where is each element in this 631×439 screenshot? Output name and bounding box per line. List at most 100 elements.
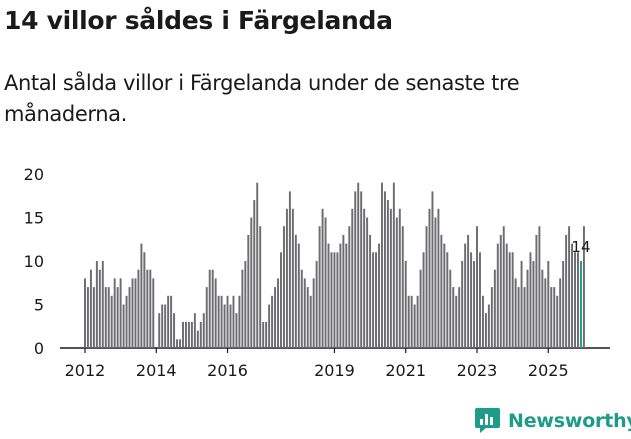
bar [366, 217, 369, 348]
bar [184, 321, 187, 348]
bar [134, 278, 137, 348]
y-tick-label: 10 [24, 252, 44, 271]
bar [259, 226, 262, 348]
bar [458, 287, 461, 348]
bar [484, 313, 487, 348]
bar [571, 243, 574, 348]
bar [330, 252, 333, 348]
annotations: 14 [571, 238, 590, 256]
x-tick-label: 2021 [385, 361, 426, 380]
bar [306, 287, 309, 348]
bar [404, 261, 407, 348]
bar [419, 269, 422, 348]
bar [357, 182, 360, 348]
bar [538, 226, 541, 348]
bar [285, 208, 288, 348]
bar [92, 287, 95, 348]
bar [354, 191, 357, 348]
bar [208, 269, 211, 348]
x-tick-label: 2014 [136, 361, 177, 380]
bar [211, 269, 214, 348]
bar [363, 208, 366, 348]
bar [253, 200, 256, 348]
bar [553, 287, 556, 348]
bar [407, 295, 410, 348]
bar [514, 278, 517, 348]
bar [122, 304, 125, 348]
bar [446, 252, 449, 348]
bar [226, 295, 229, 348]
bar [562, 261, 565, 348]
bar [348, 226, 351, 348]
bar [101, 261, 104, 348]
bar [473, 261, 476, 348]
bar [235, 313, 238, 348]
bar [205, 287, 208, 348]
bar [119, 278, 122, 348]
bar [559, 278, 562, 348]
bar [386, 200, 389, 348]
bar [550, 287, 553, 348]
bar [461, 261, 464, 348]
bar [238, 295, 241, 348]
bar [143, 252, 146, 348]
bar [493, 269, 496, 348]
bar [271, 295, 274, 348]
bar [282, 226, 285, 348]
y-tick-label: 5 [34, 296, 44, 315]
chart-subtitle: Antal sålda villor i Färgelanda under de… [4, 71, 520, 126]
bar [517, 287, 520, 348]
bar [574, 252, 576, 348]
bar [381, 182, 383, 348]
chart-title: 14 villor såldes i Färgelanda [4, 6, 393, 35]
bar [481, 295, 484, 348]
bar [214, 278, 217, 348]
bar [303, 278, 306, 348]
bar [511, 252, 514, 348]
x-tick-label: 2019 [314, 361, 355, 380]
bar [452, 287, 455, 348]
bar [490, 287, 493, 348]
bar [182, 321, 184, 348]
bar [98, 269, 101, 348]
bar [274, 287, 277, 348]
bar [455, 295, 458, 348]
bar [318, 226, 321, 348]
bar [202, 313, 205, 348]
bar [568, 226, 571, 348]
x-tick-label: 2016 [207, 361, 248, 380]
bar [170, 295, 173, 348]
bar [395, 217, 398, 348]
newsworthy-logo-icon [475, 408, 500, 433]
bar [470, 252, 473, 348]
bar [232, 295, 235, 348]
bar [410, 295, 413, 348]
x-tick-label: 2012 [65, 361, 106, 380]
bar [541, 269, 544, 348]
bar [333, 252, 336, 348]
bar [265, 321, 268, 348]
bar [110, 295, 113, 348]
y-tick-label: 0 [34, 339, 44, 358]
bar [437, 208, 440, 348]
bar [86, 287, 89, 348]
bar [401, 226, 404, 348]
bar [360, 191, 363, 348]
bar [179, 339, 181, 348]
bar [529, 252, 532, 348]
bar [383, 191, 386, 348]
bar [520, 261, 523, 348]
bar [416, 295, 419, 348]
bar [256, 182, 259, 348]
bar [309, 295, 312, 348]
y-tick-label: 15 [24, 209, 44, 228]
bar [523, 287, 526, 348]
bar [544, 278, 547, 348]
bar [193, 313, 196, 348]
bar [398, 208, 401, 348]
bar [149, 269, 152, 348]
bar [499, 234, 502, 348]
bar [577, 252, 579, 348]
x-axis: 2012 2014 2016 2019 2021 2023 2025 [65, 348, 569, 380]
